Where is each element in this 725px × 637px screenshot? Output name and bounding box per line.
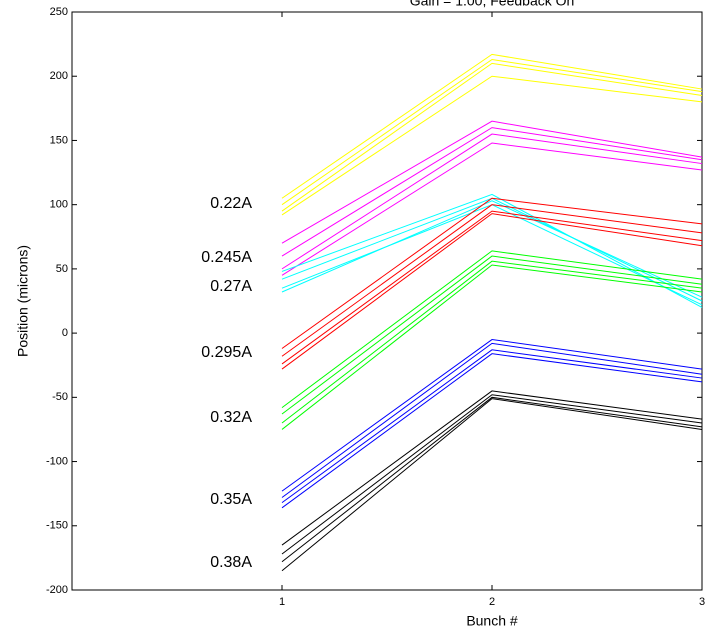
- y-tick-label: 250: [50, 6, 68, 18]
- y-tick-label: 0: [62, 327, 68, 339]
- series-line: [281, 62, 703, 212]
- y-tick-label: -150: [46, 520, 68, 532]
- y-tick-label: -200: [46, 584, 68, 596]
- annotation: 0.32A: [210, 409, 252, 426]
- series-line: [281, 120, 703, 244]
- series-line: [281, 197, 703, 349]
- series-line: [281, 339, 703, 492]
- annotation: 0.295A: [201, 344, 252, 361]
- y-tick-label: 100: [50, 199, 68, 211]
- x-tick-label: 1: [279, 596, 285, 608]
- y-tick-label: 50: [56, 263, 68, 275]
- series-line: [281, 210, 703, 365]
- series-line: [281, 142, 703, 276]
- series-line: [281, 133, 703, 270]
- series-line: [281, 394, 703, 555]
- series-line: [281, 127, 703, 257]
- series-line: [281, 260, 703, 424]
- series-line: [281, 53, 703, 199]
- annotation: 0.35A: [210, 491, 252, 508]
- series-line: [281, 398, 703, 572]
- annotation: 0.245A: [201, 249, 252, 266]
- series-line: [281, 250, 703, 409]
- y-axis-label: Position (microns): [15, 245, 31, 357]
- series-line: [281, 204, 703, 357]
- series-line: [281, 59, 703, 206]
- series-line: [281, 255, 703, 415]
- x-tick-label: 3: [699, 596, 705, 608]
- annotation: 0.27A: [210, 278, 252, 295]
- y-tick-label: 150: [50, 134, 68, 146]
- series-line: [281, 200, 703, 298]
- x-tick-label: 2: [489, 596, 495, 608]
- series-line: [281, 264, 703, 430]
- y-tick-label: -50: [52, 391, 68, 403]
- series-line: [281, 213, 703, 370]
- series-line: [281, 396, 703, 563]
- series-line: [281, 349, 703, 504]
- x-axis-label: Bunch #: [466, 613, 518, 629]
- plot-area: [71, 11, 703, 591]
- annotation: 0.38A: [210, 554, 252, 571]
- series-line: [281, 390, 703, 546]
- annotation: 0.22A: [210, 195, 252, 212]
- y-tick-label: -100: [46, 455, 68, 467]
- series-line: [281, 353, 703, 509]
- y-tick-label: 200: [50, 70, 68, 82]
- series-line: [281, 342, 703, 498]
- chart-title: Gain = 1.00, Feedback On: [410, 0, 575, 9]
- series-line: [281, 75, 703, 216]
